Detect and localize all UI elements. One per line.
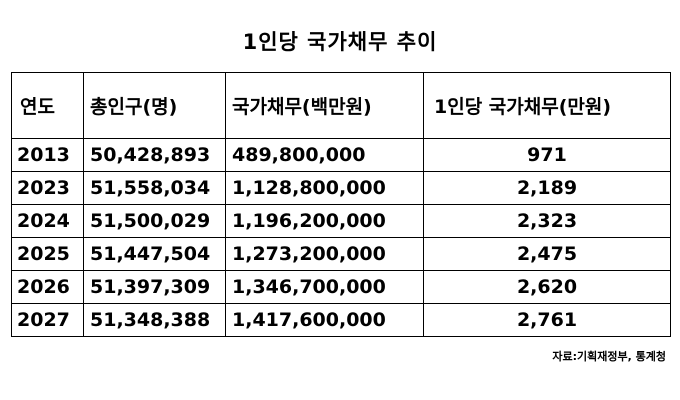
- table-row: 2026 51,397,309 1,346,700,000 2,620: [11, 270, 671, 304]
- header-national-debt: 국가채무(백만원): [225, 72, 424, 139]
- page-title: 1인당 국가채무 추이: [242, 30, 438, 54]
- table-row: 2013 50,428,893 489,800,000 971: [11, 138, 671, 172]
- national-debt-table: 연도 총인구(명) 국가채무(백만원) 1인당 국가채무(만원) 2013 50…: [11, 72, 671, 337]
- cell-population: 51,348,388: [83, 303, 226, 337]
- cell-national-debt: 1,346,700,000: [225, 270, 424, 304]
- cell-year: 2025: [11, 237, 84, 271]
- cell-national-debt: 489,800,000: [225, 138, 424, 172]
- cell-national-debt: 1,417,600,000: [225, 303, 424, 337]
- cell-population: 50,428,893: [83, 138, 226, 172]
- cell-year: 2027: [11, 303, 84, 337]
- table-row: 2027 51,348,388 1,417,600,000 2,761: [11, 303, 671, 337]
- table-row: 2024 51,500,029 1,196,200,000 2,323: [11, 204, 671, 238]
- cell-population: 51,447,504: [83, 237, 226, 271]
- cell-debt-per-capita: 2,189: [423, 171, 671, 205]
- cell-year: 2026: [11, 270, 84, 304]
- cell-debt-per-capita: 2,620: [423, 270, 671, 304]
- cell-national-debt: 1,273,200,000: [225, 237, 424, 271]
- cell-population: 51,558,034: [83, 171, 226, 205]
- header-debt-per-capita: 1인당 국가채무(만원): [423, 72, 671, 139]
- table-header-row: 연도 총인구(명) 국가채무(백만원) 1인당 국가채무(만원): [11, 72, 671, 139]
- cell-national-debt: 1,128,800,000: [225, 171, 424, 205]
- cell-year: 2023: [11, 171, 84, 205]
- cell-year: 2024: [11, 204, 84, 238]
- cell-national-debt: 1,196,200,000: [225, 204, 424, 238]
- cell-debt-per-capita: 2,323: [423, 204, 671, 238]
- cell-debt-per-capita: 971: [423, 138, 671, 172]
- cell-debt-per-capita: 2,475: [423, 237, 671, 271]
- cell-population: 51,500,029: [83, 204, 226, 238]
- table-row: 2025 51,447,504 1,273,200,000 2,475: [11, 237, 671, 271]
- cell-population: 51,397,309: [83, 270, 226, 304]
- cell-debt-per-capita: 2,761: [423, 303, 671, 337]
- header-population: 총인구(명): [83, 72, 226, 139]
- cell-year: 2013: [11, 138, 84, 172]
- source-note: 자료:기획재정부, 통계청: [552, 350, 666, 363]
- table-row: 2023 51,558,034 1,128,800,000 2,189: [11, 171, 671, 205]
- header-year: 연도: [11, 72, 84, 139]
